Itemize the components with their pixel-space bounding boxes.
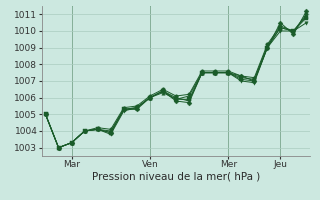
X-axis label: Pression niveau de la mer( hPa ): Pression niveau de la mer( hPa ) xyxy=(92,172,260,182)
